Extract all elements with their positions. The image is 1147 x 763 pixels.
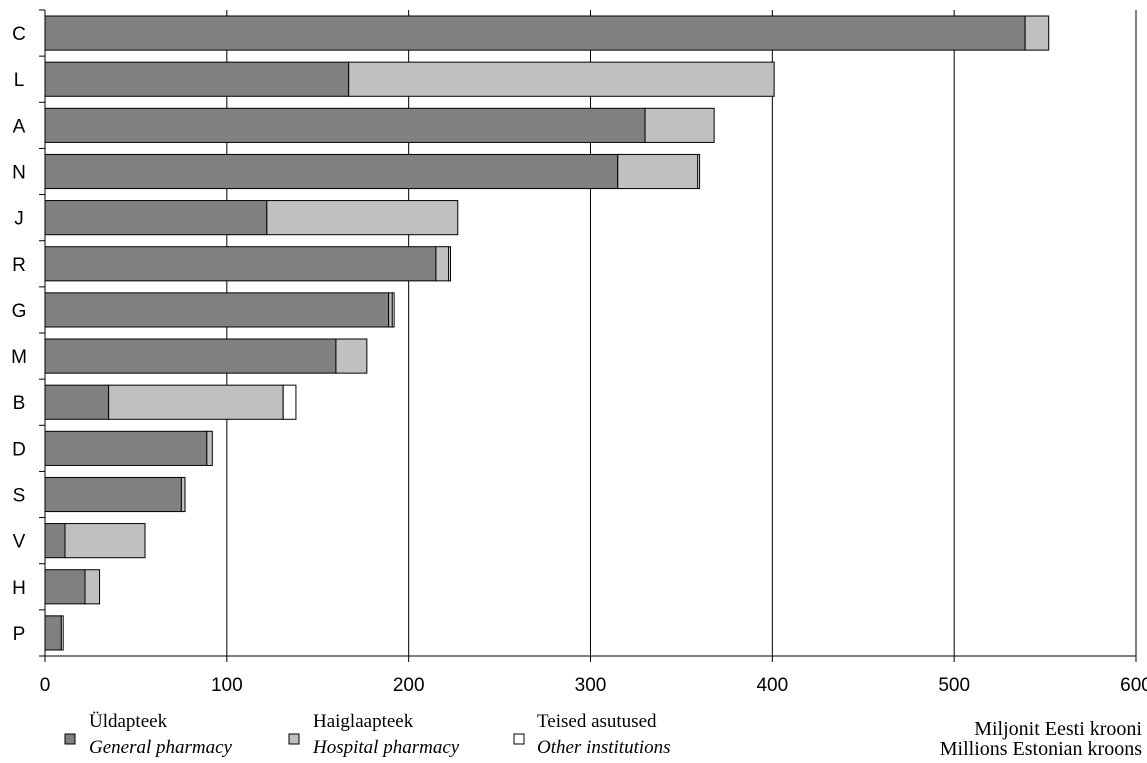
category-label: S (13, 486, 26, 507)
x-tick-labels: 0 100 200 300 400 500 600 (40, 675, 1147, 696)
category-label: R (12, 255, 26, 276)
bar-segment-L-series-0 (44, 61, 350, 97)
bar-stack-A (44, 107, 715, 143)
bar-segment-N-series-1 (617, 153, 699, 190)
category-label: V (13, 532, 26, 553)
bar-segment-B-series-0 (44, 384, 110, 420)
bar-stacks (44, 15, 1050, 651)
bar-segment-B-series-2 (282, 384, 297, 420)
legend-item-general-pharmacy: Üldapteek General pharmacy (64, 711, 233, 758)
bar-stack-G (44, 292, 395, 328)
bar-segment-C-series-0 (44, 15, 1026, 51)
category-label: B (13, 393, 26, 414)
category-label: L (14, 70, 25, 91)
category-label: A (13, 116, 26, 137)
bar-segment-H-series-1 (84, 569, 101, 605)
category-label: M (11, 347, 27, 368)
unit-label-en: Millions Estonian kroons (940, 738, 1142, 760)
bar-stack-N (44, 153, 701, 190)
legend-label-general-pharmacy-en: General pharmacy (89, 737, 233, 758)
bar-segment-S-series-0 (44, 476, 182, 513)
axes (39, 9, 1137, 662)
bar-segment-V-series-1 (64, 523, 146, 559)
x-tick-label: 500 (938, 675, 970, 696)
bar-segment-P-series-2 (60, 615, 64, 651)
bar-segment-D-series-0 (44, 430, 208, 466)
legend-label-general-pharmacy: Üldapteek (89, 711, 168, 732)
bar-segment-G-series-1 (388, 292, 393, 328)
bar-stack-S (44, 476, 186, 513)
bar-stack-J (44, 200, 459, 236)
category-label: C (12, 24, 26, 45)
legend-item-hospital-pharmacy: Haiglaapteek Hospital pharmacy (288, 711, 460, 758)
bar-segment-M-series-0 (44, 338, 337, 374)
bar-segment-G-series-0 (44, 292, 390, 328)
bar-stack-M (44, 338, 368, 374)
legend: Üldapteek General pharmacy Haiglaapteek … (64, 711, 671, 758)
bar-stack-V (44, 523, 146, 559)
category-label: N (12, 163, 26, 184)
legend-swatch-general-pharmacy (64, 733, 76, 745)
bar-segment-D-series-1 (206, 430, 213, 466)
bar-segment-A-series-0 (44, 107, 646, 143)
bar-stack-R (44, 246, 451, 282)
category-label: J (14, 209, 24, 230)
legend-item-other-institutions: Teised asutused Other institutions (513, 711, 671, 758)
x-tick-label: 200 (393, 675, 425, 696)
legend-label-hospital-pharmacy: Haiglaapteek (313, 711, 414, 732)
category-label: P (13, 624, 26, 645)
x-tick-label: 600 (1120, 675, 1147, 696)
bar-stack-C (44, 15, 1050, 51)
category-label: H (12, 578, 26, 599)
x-tick-label: 0 (40, 675, 51, 696)
unit-label: Miljonit Eesti krooni (974, 718, 1142, 740)
bar-segment-A-series-1 (644, 107, 715, 143)
legend-label-other-institutions: Teised asutused (537, 711, 657, 732)
x-tick-label: 100 (211, 675, 243, 696)
bar-segment-M-series-1 (335, 338, 368, 374)
legend-swatch-hospital-pharmacy (288, 733, 300, 745)
legend-label-hospital-pharmacy-en: Hospital pharmacy (312, 737, 460, 758)
bar-segment-N-series-0 (44, 153, 619, 190)
bar-segment-P-series-0 (44, 615, 62, 651)
bar-stack-H (44, 569, 101, 605)
bar-segment-J-series-1 (266, 200, 459, 236)
bar-segment-G-series-2 (391, 292, 395, 328)
x-tick-label: 300 (575, 675, 607, 696)
legend-label-other-institutions-en: Other institutions (537, 737, 671, 758)
bar-stack-L (44, 61, 775, 97)
bar-segment-L-series-1 (348, 61, 775, 97)
legend-swatch-other-institutions (513, 733, 525, 745)
vertical-gridlines (226, 10, 1137, 656)
bar-stack-B (44, 384, 297, 420)
category-label: D (12, 439, 26, 460)
bar-segment-R-series-2 (448, 246, 451, 282)
category-labels: C L A N J R G M B D S V H P (11, 24, 27, 645)
bar-segment-S-series-1 (180, 476, 186, 513)
bar-segment-V-series-0 (44, 523, 66, 559)
bar-segment-R-series-1 (435, 246, 450, 282)
x-tick-label: 400 (756, 675, 788, 696)
bar-stack-P (44, 615, 64, 651)
bar-segment-B-series-1 (108, 384, 284, 420)
bar-segment-J-series-0 (44, 200, 268, 236)
category-label: G (12, 301, 27, 322)
bar-segment-N-series-2 (697, 153, 701, 190)
bar-segment-C-series-1 (1024, 15, 1050, 51)
bar-segment-R-series-0 (44, 246, 437, 282)
bar-segment-H-series-0 (44, 569, 86, 605)
bar-stack-D (44, 430, 213, 466)
